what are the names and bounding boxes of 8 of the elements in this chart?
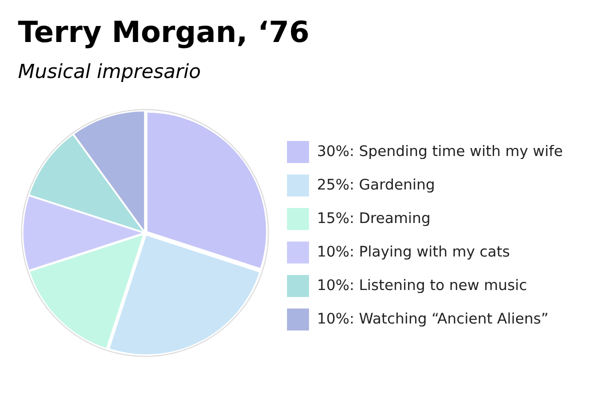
chart-subtitle: Musical impresario	[18, 63, 200, 82]
legend-label: 10%: Watching “Ancient Aliens”	[318, 312, 548, 327]
legend-label: 15%: Dreaming	[318, 212, 430, 226]
legend-label: 25%: Gardening	[318, 178, 434, 193]
chart-title: Terry Morgan, ‘76	[18, 20, 308, 48]
legend-label: 10%: Playing with my cats	[318, 245, 510, 260]
legend-label: 10%: Listening to new music	[318, 278, 526, 294]
legend-label: 30%: Spending time with my wife	[318, 144, 562, 160]
